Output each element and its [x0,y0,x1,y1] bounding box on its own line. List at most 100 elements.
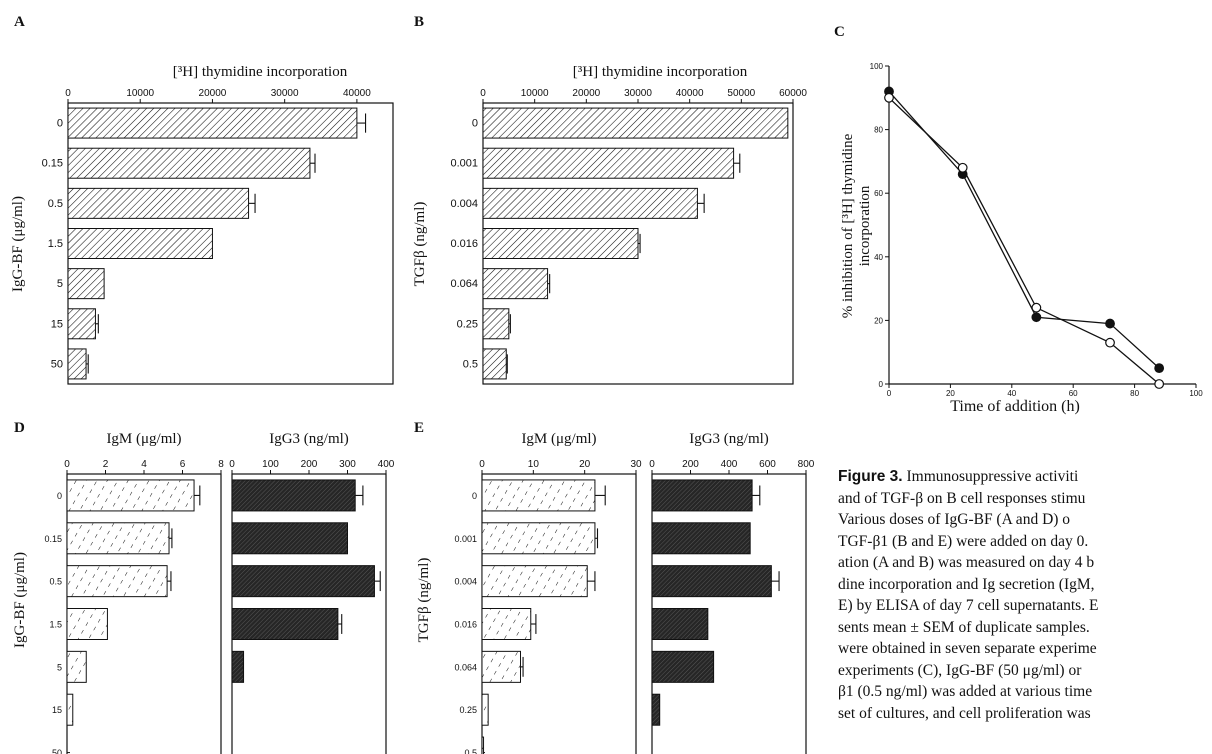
caption-line: E) by ELISA of day 7 cell supernatants. … [838,597,1099,614]
panel-title: IgM (μg/ml) [521,431,596,447]
bar [67,308,96,340]
y-tick-label: 40 [874,253,883,262]
x-tick-label: 30000 [271,88,299,99]
bar [651,650,715,683]
data-point [1031,302,1042,313]
caption-line: experiments (C), IgG-BF (50 μg/ml) or [838,661,1082,679]
category-label: 15 [51,318,63,330]
bar [66,565,168,598]
panel-label: A [14,14,25,30]
x-tick-label: 8 [218,459,224,470]
caption-line: β1 (0.5 ng/ml) was added at various time [838,683,1093,700]
x-axis-label: Time of addition (h) [950,398,1080,415]
x-tick-label: 300 [339,459,356,470]
bar [231,650,245,683]
data-point [1105,318,1115,329]
x-tick-label: 80 [1130,389,1139,398]
caption-line: set of cultures, and cell proliferation … [838,704,1091,722]
x-tick-label: 800 [798,459,815,470]
category-label: 0.5 [463,358,478,370]
category-label: 0.5 [48,198,63,210]
bar [231,522,348,555]
bar [481,650,521,683]
y-axis-label: IgG-BF (μg/ml) [10,196,26,292]
bar [482,348,507,380]
panel-label: B [414,14,424,30]
category-label: 0 [57,118,63,130]
category-label: 0.15 [42,158,63,170]
y-axis-label: IgG-BF (μg/ml) [12,552,28,648]
panel-label: C [834,24,845,40]
bar [67,348,87,380]
category-label: 0 [472,118,478,130]
x-tick-label: 50000 [727,88,755,99]
bar [482,228,639,259]
caption-line: dine incorporation and Ig secretion (IgM… [838,575,1095,593]
category-label: 0.016 [450,238,478,250]
x-tick-label: 0 [64,459,70,470]
bar [481,522,596,555]
x-tick-label: 200 [682,459,699,470]
x-tick-label: 0 [65,88,71,99]
data-point [1154,363,1165,374]
x-tick-label: 6 [180,459,186,470]
panel-label: D [14,420,25,436]
y-tick-label: 60 [874,189,883,198]
x-tick-label: 10 [528,459,540,470]
data-point [1105,337,1115,348]
x-tick-label: 400 [721,459,738,470]
category-label: 0.15 [44,534,62,544]
bar [481,565,588,598]
category-label: 1.5 [48,238,63,250]
caption-line: ation (A and B) was measured on day 4 b [838,554,1095,571]
panel-title: IgG3 (ng/ml) [269,431,349,447]
category-label: 0.001 [454,534,477,544]
x-tick-label: 2 [103,459,109,470]
bar [481,479,596,512]
panel-title: IgG3 (ng/ml) [689,431,769,447]
caption-line: TGF-β1 (B and E) were added on day 0. [838,532,1089,550]
y-axis-label: incorporation [857,185,873,266]
bar [482,187,698,219]
bar [481,608,532,640]
bar [66,479,195,512]
x-tick-label: 40 [1007,389,1016,398]
bar [66,522,170,555]
bar [67,228,213,259]
y-axis-label: TGFβ (ng/ml) [416,558,432,643]
x-tick-label: 20000 [572,88,600,99]
bar [482,268,549,300]
x-tick-label: 100 [262,459,279,470]
category-label: 0.004 [454,577,477,587]
category-label: 5 [57,662,62,672]
y-tick-label: 80 [874,126,883,135]
category-label: 0.064 [454,662,477,672]
category-label: 0.016 [454,620,477,630]
panel-label: E [414,420,424,436]
y-tick-label: 20 [874,316,883,325]
category-label: 50 [52,748,62,754]
x-tick-label: 60000 [779,88,807,99]
x-tick-label: 4 [141,459,147,470]
figure-caption: Figure 3. Immunosuppressive activiti and… [838,466,1212,724]
category-label: 0.5 [464,748,477,754]
caption-line: sents mean ± SEM of duplicate samples. [838,618,1090,636]
category-label: 0.001 [450,158,478,170]
x-tick-label: 0 [649,459,655,470]
category-label: 0.25 [459,705,477,715]
x-tick-label: 40000 [343,88,371,99]
data-point [1031,312,1042,323]
panel-title: [³H] thymidine incorporation [573,64,748,80]
caption-line: Figure 3. Immunosuppressive activiti [838,468,1079,485]
x-tick-label: 0 [887,389,892,398]
bar [481,693,489,726]
data-point [957,162,968,173]
panel-title: IgM (μg/ml) [106,431,181,447]
bar [67,268,105,300]
category-label: 0.5 [49,577,62,587]
bar [651,693,661,726]
x-tick-label: 20 [946,389,955,398]
x-tick-label: 100 [1189,389,1203,398]
category-label: 0 [57,491,62,501]
